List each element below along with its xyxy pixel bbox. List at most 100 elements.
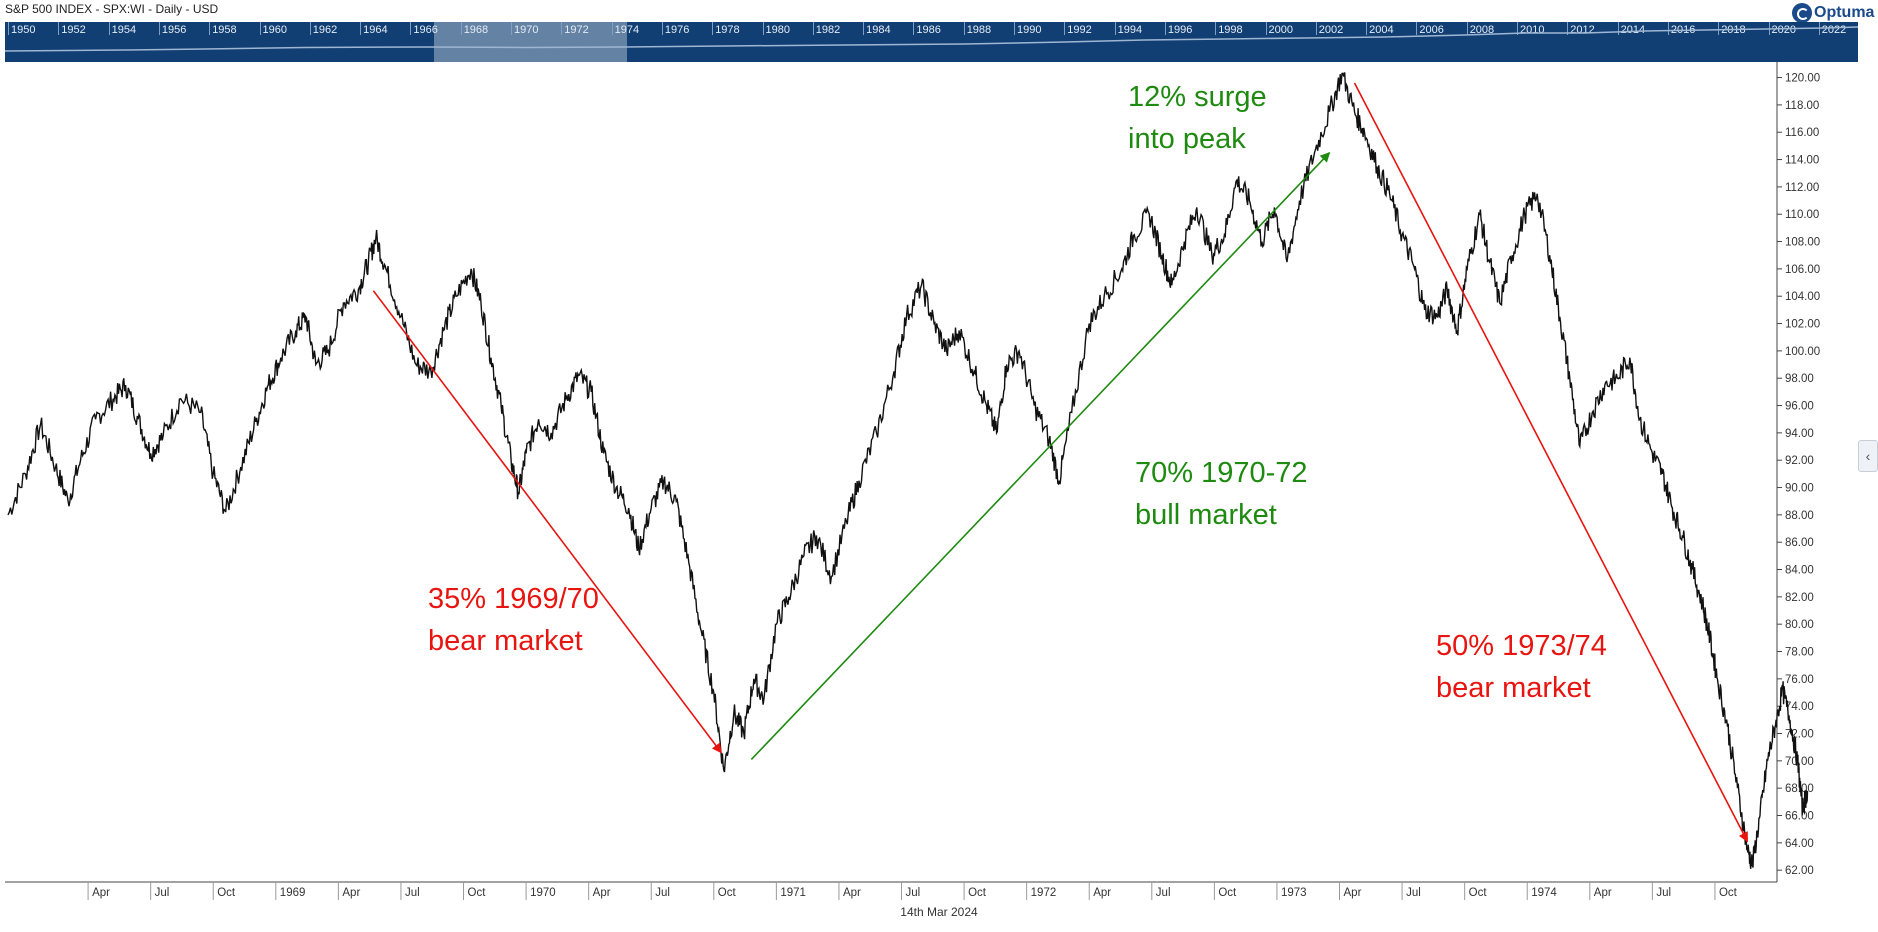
navigator-year-label: 1950 — [11, 24, 36, 36]
navigator-tick — [963, 22, 965, 35]
bear-1973-74-label-line1: 50% 1973/74 — [1436, 630, 1607, 662]
y-tick-label: 66.00 — [1785, 811, 1814, 823]
navigator-year-label: 1956 — [161, 24, 187, 36]
y-tick-label: 100.00 — [1785, 346, 1820, 358]
navigator-year-label: 1992 — [1067, 24, 1092, 36]
x-tick-label: Jul — [1406, 887, 1421, 899]
y-tick-label: 102.00 — [1785, 319, 1820, 331]
logo-text: Optuma — [1814, 4, 1875, 21]
y-tick-label: 108.00 — [1785, 237, 1820, 249]
navigator-year-label: 1986 — [916, 24, 941, 36]
surge-label-line1: 12% surge — [1128, 81, 1267, 113]
navigator-tick — [209, 22, 211, 35]
navigator-year-label: 2002 — [1318, 24, 1344, 36]
y-tick-label: 106.00 — [1785, 264, 1820, 276]
navigator-tick — [1265, 22, 1267, 35]
x-tick-label: Apr — [92, 887, 110, 899]
navigator-year-label: 1972 — [564, 24, 589, 36]
navigator-tick — [1617, 22, 1619, 35]
y-tick-label: 94.00 — [1785, 428, 1814, 440]
navigator-tick — [561, 22, 563, 35]
navigator-tick — [58, 22, 60, 35]
navigator-year-label: 1998 — [1218, 24, 1243, 36]
y-tick-label: 64.00 — [1785, 838, 1814, 850]
navigator-year-label: 1974 — [614, 24, 640, 36]
x-tick-label: Apr — [843, 887, 861, 899]
navigator-year-label: 2020 — [1771, 24, 1796, 36]
bull-1970-72-label-line1: 70% 1970-72 — [1135, 457, 1308, 489]
x-tick-label: Apr — [1093, 887, 1111, 899]
timeline-navigator[interactable]: 1950 1952 1954 1956 1958 1960 1962 1964 1966 1968… — [5, 22, 1858, 62]
x-tick-label: Oct — [1469, 887, 1488, 899]
navigator-year-label: 1982 — [815, 24, 841, 36]
navigator-year-label: 1960 — [262, 24, 287, 36]
bear-1973-74-arrow — [1353, 82, 1749, 843]
navigator-year-label: 1968 — [463, 24, 489, 36]
navigator-year-label: 1984 — [866, 24, 891, 36]
x-tick-label: Apr — [1344, 887, 1362, 899]
navigator-selection-window[interactable] — [434, 22, 627, 62]
x-tick-label: Oct — [468, 887, 487, 899]
navigator-tick — [1014, 22, 1015, 35]
x-axis: Apr Jul Oct 1969 Apr Jul Oct 1970 Apr Jul Oct 1971 A… — [5, 881, 1777, 900]
y-tick-label: 62.00 — [1785, 865, 1814, 877]
navigator-year-label: 1962 — [312, 24, 338, 36]
navigator-year-label: 1958 — [212, 24, 237, 36]
navigator-tick — [1416, 22, 1418, 35]
x-tick-label: Jul — [405, 887, 420, 899]
navigator-year-label: 1988 — [966, 24, 992, 36]
navigator-tick — [1517, 22, 1518, 35]
x-tick-label: Oct — [1218, 887, 1237, 899]
navigator-year-label: 1964 — [363, 24, 388, 36]
y-tick-label: 90.00 — [1785, 483, 1814, 495]
x-tick-label: Apr — [342, 887, 360, 899]
navigator-year-label: 2008 — [1469, 24, 1495, 36]
navigator-tick — [863, 22, 865, 35]
footer-date: 14th Mar 2024 — [900, 905, 978, 919]
navigator-tick — [460, 22, 462, 35]
bear-1969-label-line2: bear market — [428, 625, 583, 657]
x-tick-label: Apr — [1594, 887, 1612, 899]
navigator-year-label: 1976 — [664, 24, 690, 36]
navigator-tick — [762, 22, 764, 35]
navigator-tick — [1667, 22, 1669, 35]
surge-label-line2: into peak — [1128, 123, 1246, 155]
x-tick-label: Oct — [968, 887, 987, 899]
y-tick-label: 110.00 — [1785, 209, 1819, 221]
x-tick-label: 1971 — [780, 887, 806, 899]
bull-1970-72-label-line2: bull market — [1135, 499, 1277, 531]
x-tick-label: Oct — [718, 887, 737, 899]
x-tick-label: Jul — [155, 887, 170, 899]
bull-1970-72-arrow — [750, 152, 1331, 761]
navigator-year-label: 1954 — [111, 24, 137, 36]
y-tick-label: 98.00 — [1785, 373, 1814, 385]
navigator-tick — [1064, 22, 1066, 35]
navigator-tick — [410, 22, 412, 35]
navigator-year-label: 1978 — [715, 24, 740, 36]
y-tick-label: 112.00 — [1785, 182, 1819, 194]
navigator-tick — [1114, 22, 1116, 35]
x-tick-label: 1969 — [280, 887, 306, 899]
navigator-year-label: 1970 — [514, 24, 539, 36]
navigator-year-label: 1966 — [413, 24, 438, 36]
x-tick-label: 1973 — [1281, 887, 1307, 899]
price-series-line — [7, 72, 1809, 869]
x-tick-label: 1972 — [1031, 887, 1057, 899]
navigator-tick — [1466, 22, 1468, 35]
y-tick-label: 116.00 — [1785, 127, 1819, 139]
price-chart: 62.0064.0066.0068.0070.0072.0074.0076.00… — [5, 62, 1820, 900]
navigator-year-label: 2000 — [1268, 24, 1293, 36]
x-tick-label: 1974 — [1531, 887, 1557, 899]
navigator-year-label: 1996 — [1167, 24, 1193, 36]
navigator-year-label: 2006 — [1419, 24, 1444, 36]
navigator-tick — [812, 22, 814, 35]
navigator-tick — [661, 22, 663, 35]
y-tick-label: 96.00 — [1785, 401, 1814, 413]
navigator-tick — [1718, 22, 1720, 35]
bear-1969-label-line1: 35% 1969/70 — [428, 583, 599, 615]
navigator-mini-line — [5, 26, 1858, 52]
navigator-tick — [1567, 22, 1569, 35]
x-tick-label: Oct — [1719, 887, 1738, 899]
x-tick-label: Jul — [1656, 887, 1671, 899]
optuma-logo: Optuma — [1792, 3, 1878, 27]
